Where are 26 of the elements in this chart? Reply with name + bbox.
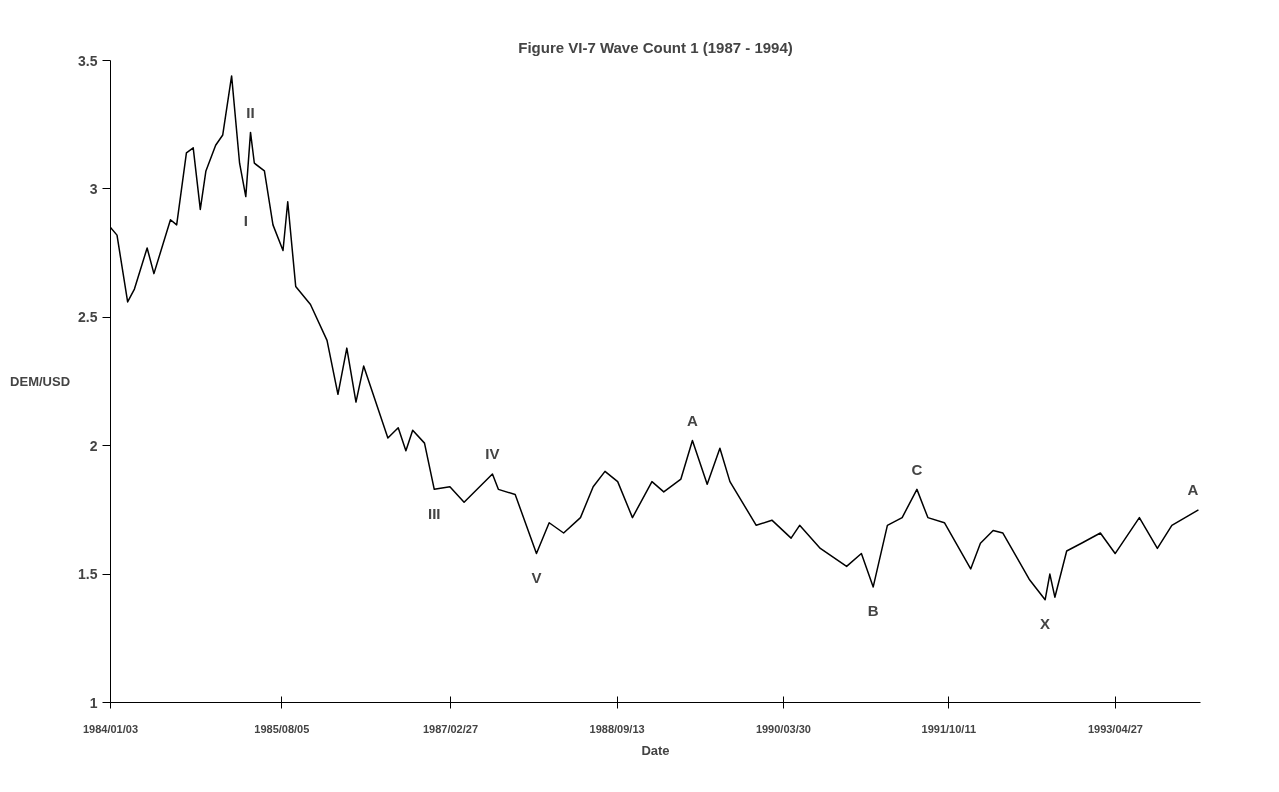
y-tick-label: 1 (89, 694, 98, 711)
annotation: I (243, 212, 248, 230)
x-tick-label: 1984/01/03 (82, 722, 139, 735)
x-axis-title: Date (641, 742, 670, 758)
annotation: IV (485, 445, 500, 463)
annotation: A (687, 412, 699, 430)
annotation: III (428, 504, 441, 522)
annotation: C (911, 460, 923, 478)
annotation: X (1040, 615, 1051, 633)
chart-title: Figure VI-7 Wave Count 1 (1987 - 1994) (518, 38, 793, 56)
x-tick-label: 1985/08/05 (254, 722, 310, 735)
annotation: V (531, 569, 542, 587)
x-tick-label: 1991/10/11 (921, 722, 977, 735)
x-tick-label: 1990/03/30 (755, 722, 811, 735)
annotation: II (246, 103, 255, 121)
y-tick-label: 3.5 (78, 52, 98, 69)
annotation: A (1187, 481, 1199, 499)
y-tick-label: 1.5 (78, 566, 98, 583)
x-tick-label: 1988/09/13 (589, 722, 645, 735)
y-tick-label: 2 (89, 437, 98, 454)
x-tick-label: 1987/02/27 (422, 722, 479, 735)
y-tick-label: 3 (89, 180, 98, 197)
x-tick-label: 1993/04/27 (1087, 722, 1143, 735)
y-axis-title: DEM/USD (10, 374, 71, 389)
y-tick-label: 2.5 (78, 309, 98, 326)
annotation: B (867, 602, 879, 620)
